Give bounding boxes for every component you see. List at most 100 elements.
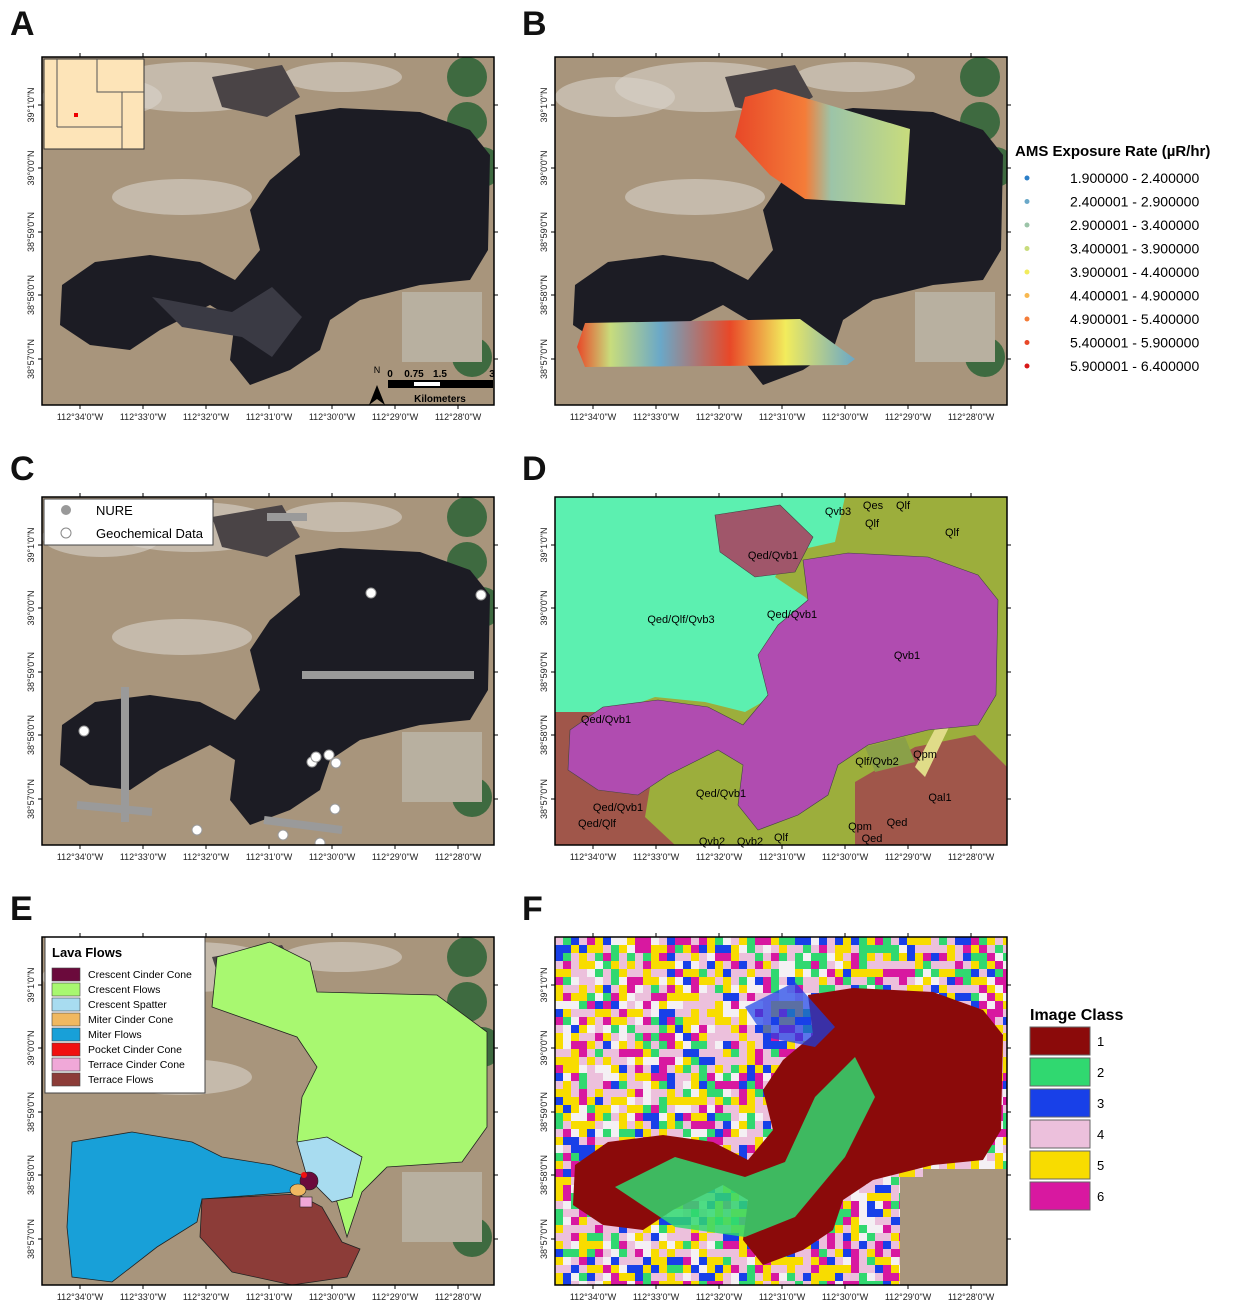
class-pixel <box>667 1065 675 1073</box>
class-pixel <box>555 937 563 945</box>
legend-label: 3.900001 - 4.400000 <box>1070 264 1199 280</box>
class-pixel <box>571 1105 579 1113</box>
legend-label: Pocket Cinder Cone <box>88 1044 182 1056</box>
class-pixel <box>683 977 691 985</box>
class-pixel <box>859 977 867 985</box>
class-pixel <box>891 1177 899 1185</box>
class-pixel <box>563 1169 571 1177</box>
class-pixel <box>747 1257 755 1265</box>
class-pixel <box>627 1025 635 1033</box>
map-content <box>555 937 1011 1289</box>
class-pixel <box>867 1265 875 1273</box>
class-pixel <box>579 1041 587 1049</box>
class-pixel <box>635 1097 643 1105</box>
class-pixel <box>851 1249 859 1257</box>
legend-swatch <box>1025 270 1030 275</box>
class-pixel <box>723 1241 731 1249</box>
class-pixel <box>963 985 971 993</box>
class-pixel <box>659 1249 667 1257</box>
class-pixel <box>555 945 563 953</box>
lon-label: 112°28'0"W <box>435 412 482 422</box>
class-pixel <box>827 1257 835 1265</box>
class-pixel <box>731 969 739 977</box>
scale-label: 0 <box>387 369 393 380</box>
class-pixel <box>739 1073 747 1081</box>
class-pixel <box>603 1049 611 1057</box>
class-pixel <box>859 1257 867 1265</box>
class-pixel <box>635 993 643 1001</box>
class-pixel <box>811 969 819 977</box>
class-pixel <box>739 937 747 945</box>
class-pixel <box>619 1113 627 1121</box>
class-pixel <box>691 945 699 953</box>
class-pixel <box>755 1033 763 1041</box>
class-pixel <box>603 993 611 1001</box>
class-pixel <box>555 1193 563 1201</box>
class-pixel <box>891 953 899 961</box>
class-pixel <box>723 1081 731 1089</box>
class-pixel <box>691 985 699 993</box>
class-pixel <box>691 1273 699 1281</box>
class-pixel <box>563 937 571 945</box>
class-pixel <box>683 993 691 1001</box>
class-pixel <box>627 1065 635 1073</box>
class-pixel <box>563 1273 571 1281</box>
class-pixel <box>843 1233 851 1241</box>
class-pixel <box>995 953 1003 961</box>
geochem-point <box>192 825 202 835</box>
class-pixel <box>747 1097 755 1105</box>
class-pixel <box>739 1033 747 1041</box>
class-pixel <box>875 1249 883 1257</box>
class-pixel <box>699 993 707 1001</box>
class-pixel <box>579 1225 587 1233</box>
class-pixel <box>795 1257 803 1265</box>
class-pixel <box>731 1273 739 1281</box>
class-pixel <box>819 1265 827 1273</box>
class-pixel <box>571 985 579 993</box>
class-pixel <box>635 1249 643 1257</box>
class-pixel <box>683 985 691 993</box>
class-pixel <box>811 937 819 945</box>
class-pixel <box>595 1057 603 1065</box>
class-pixel <box>675 1073 683 1081</box>
lat-label: 38°58'0"N <box>26 1155 36 1195</box>
class-pixel <box>779 937 787 945</box>
class-pixel <box>963 993 971 1001</box>
class-pixel <box>579 1049 587 1057</box>
class-pixel <box>995 945 1003 953</box>
class-pixel <box>563 985 571 993</box>
class-pixel <box>731 1097 739 1105</box>
class-pixel <box>675 953 683 961</box>
class-pixel <box>723 1065 731 1073</box>
class-pixel <box>883 969 891 977</box>
class-pixel <box>619 1105 627 1113</box>
class-pixel <box>891 1249 899 1257</box>
class-pixel <box>747 1041 755 1049</box>
class-pixel <box>595 937 603 945</box>
class-pixel <box>683 1249 691 1257</box>
class-pixel <box>867 1273 875 1281</box>
class-pixel <box>747 1273 755 1281</box>
class-pixel <box>555 1177 563 1185</box>
class-pixel <box>699 1041 707 1049</box>
class-pixel <box>963 977 971 985</box>
class-pixel <box>683 953 691 961</box>
class-pixel <box>699 1121 707 1129</box>
class-pixel <box>859 961 867 969</box>
class-pixel <box>979 945 987 953</box>
class-pixel <box>595 1033 603 1041</box>
lat-label: 39°0'0"N <box>539 590 549 625</box>
class-pixel <box>571 1033 579 1041</box>
class-pixel <box>779 977 787 985</box>
class-pixel <box>555 969 563 977</box>
class-pixel <box>603 1265 611 1273</box>
panel-letter: D <box>522 450 547 488</box>
class-pixel <box>579 1025 587 1033</box>
lat-label: 38°57'0"N <box>539 1219 549 1259</box>
class-pixel <box>939 953 947 961</box>
class-pixel <box>867 1257 875 1265</box>
class-pixel <box>683 1025 691 1033</box>
class-pixel <box>731 1265 739 1273</box>
legend-swatch <box>52 1013 80 1026</box>
class-pixel <box>611 977 619 985</box>
